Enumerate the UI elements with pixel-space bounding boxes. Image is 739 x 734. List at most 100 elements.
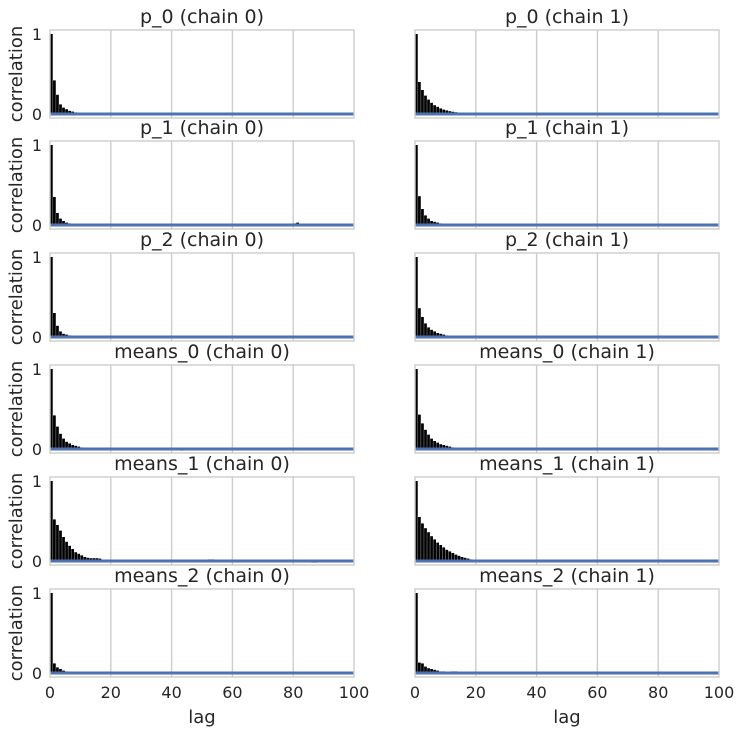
acf-bar — [415, 34, 418, 114]
acf-bar — [74, 445, 78, 449]
acf-bar — [418, 196, 421, 225]
acf-bar — [56, 525, 59, 561]
acf-bar — [436, 542, 440, 561]
acf-bar — [451, 553, 455, 561]
y-axis-label: correlation — [6, 249, 27, 346]
panel-title: p_0 (chain 0) — [140, 6, 264, 28]
acf-bar — [71, 549, 75, 561]
acf-bar — [421, 90, 424, 114]
y-axis-label: correlation — [6, 361, 27, 458]
acf-bar — [430, 536, 433, 561]
acf-bar — [424, 323, 427, 337]
acf-bar — [62, 221, 65, 225]
acf-bar — [427, 434, 430, 449]
acf-bar — [430, 438, 433, 449]
acf-bar — [59, 530, 62, 561]
acf-bar — [418, 662, 421, 673]
x-tick-label: 40 — [526, 683, 546, 702]
acf-bar — [445, 445, 449, 449]
plot-frame — [49, 29, 355, 119]
acf-bar — [415, 593, 418, 673]
acf-panel-6: means_0 (chain 0) 0 1 correlation — [6, 341, 355, 459]
acf-bar — [418, 517, 421, 561]
acf-bar — [460, 557, 464, 561]
acf-bar — [439, 545, 443, 561]
panel-title: means_2 (chain 1) — [479, 565, 655, 587]
acf-bar — [68, 443, 71, 449]
acf-bar — [59, 331, 62, 337]
acf-bar — [427, 99, 430, 114]
acf-bar — [50, 369, 53, 449]
x-tick-label: 80 — [283, 683, 303, 702]
acf-bar — [430, 221, 433, 225]
acf-bar — [68, 545, 71, 561]
acf-bar — [424, 666, 427, 673]
acf-bar — [59, 433, 62, 449]
x-tick-label: 60 — [222, 683, 242, 702]
plot-frame — [414, 364, 720, 454]
y-tick-label: 0 — [32, 105, 42, 124]
acf-bar — [50, 145, 53, 225]
panel-title: p_2 (chain 1) — [505, 229, 629, 251]
plot-frame — [414, 252, 720, 342]
y-tick-label: 1 — [32, 25, 42, 44]
acf-bar — [436, 333, 440, 337]
acf-bar — [53, 519, 56, 561]
acf-bar — [59, 669, 62, 673]
acf-bar — [62, 438, 65, 449]
acf-bar — [427, 532, 430, 561]
plot-frame — [49, 140, 355, 230]
acf-bar — [415, 257, 418, 337]
acf-bar — [445, 549, 449, 561]
acf-bar — [439, 108, 443, 114]
acf-bar — [62, 537, 65, 561]
acf-panel-10: means_2 (chain 0) 0 1 correlation 0 20 40 60 80 1… — [6, 565, 369, 728]
acf-bar — [53, 80, 56, 114]
x-tick-label: 60 — [587, 683, 607, 702]
acf-bar — [445, 110, 449, 114]
acf-bar — [433, 331, 436, 337]
y-tick-label: 0 — [32, 216, 42, 235]
acf-bar — [68, 110, 71, 114]
plot-frame — [414, 140, 720, 230]
acf-bar — [439, 444, 443, 449]
acf-panel-9: means_1 (chain 1) — [414, 453, 720, 566]
panel-title: means_0 (chain 0) — [114, 341, 290, 363]
acf-bar — [442, 445, 446, 449]
plot-frame — [414, 476, 720, 566]
y-tick-label: 1 — [32, 472, 42, 491]
acf-bar — [83, 557, 87, 561]
plot-frame — [49, 252, 355, 342]
y-tick-label: 1 — [32, 360, 42, 379]
acf-bar — [421, 209, 424, 225]
acf-panel-3: p_1 (chain 1) — [414, 117, 720, 230]
plot-frame — [49, 476, 355, 566]
acf-bar — [50, 481, 53, 561]
acf-panel-11: means_2 (chain 1) 0 20 40 60 80 100 lag — [410, 565, 734, 728]
plot-frame — [414, 588, 720, 678]
y-axis-label: correlation — [6, 26, 27, 123]
acf-bar — [50, 593, 53, 673]
acf-panel-1: p_0 (chain 1) — [414, 6, 720, 119]
acf-bar — [56, 667, 59, 673]
x-tick-label: 0 — [45, 683, 55, 702]
y-tick-label: 1 — [32, 248, 42, 267]
x-tick-label: 40 — [161, 683, 181, 702]
acf-bar — [415, 145, 418, 225]
acf-bar — [56, 94, 59, 114]
acf-bar — [71, 445, 75, 449]
panel-title: means_1 (chain 0) — [114, 453, 290, 475]
acf-panel-5: p_2 (chain 1) — [414, 229, 720, 342]
acf-bar — [424, 528, 427, 561]
panel-title: means_0 (chain 1) — [479, 341, 655, 363]
y-tick-label: 0 — [32, 552, 42, 571]
acf-bar — [433, 221, 436, 225]
acf-bar — [59, 104, 62, 114]
acf-bar — [415, 481, 418, 561]
acf-bar — [436, 442, 440, 449]
acf-bar — [421, 663, 424, 673]
acf-bar — [424, 215, 427, 225]
acf-bar — [50, 257, 53, 337]
